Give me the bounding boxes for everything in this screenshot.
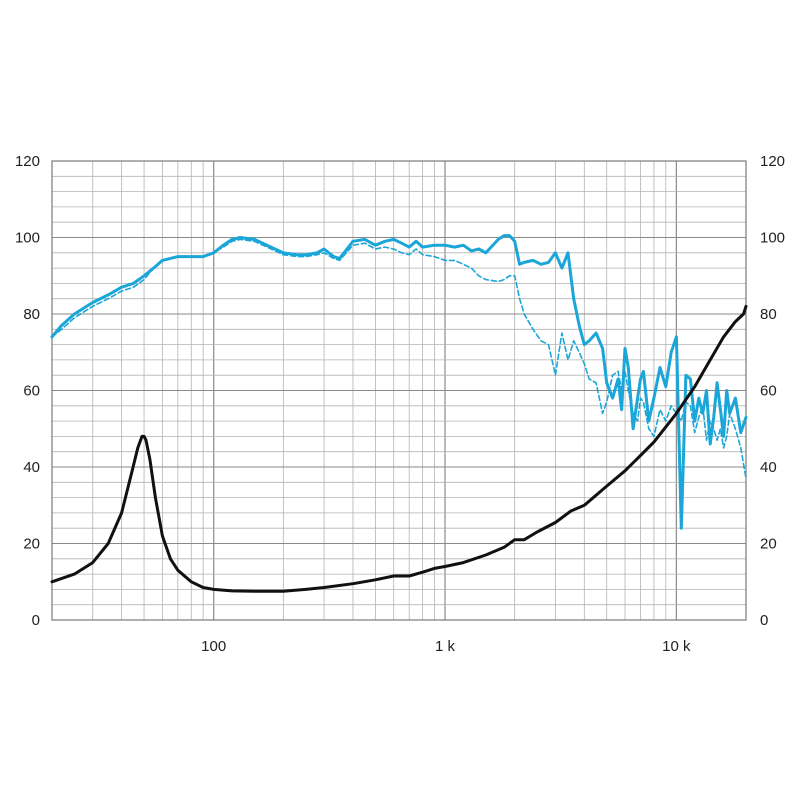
y-tick-label-right: 100	[760, 230, 785, 247]
series-layer	[50, 234, 748, 593]
axes: 0 20 40 60 80 100 120 0 20 40 60 80 100 120 100 1 k 10 k	[15, 153, 785, 655]
grid	[51, 160, 747, 621]
x-tick-label: 100	[201, 638, 226, 655]
series-line-3	[50, 304, 748, 593]
series-line-2	[51, 238, 747, 480]
y-tick-label-right: 60	[760, 383, 777, 400]
y-tick-label-right: 80	[760, 306, 777, 323]
y-tick-label-right: 0	[760, 612, 768, 629]
y-tick-label-right: 120	[760, 153, 785, 170]
y-tick-label-left: 120	[15, 153, 40, 170]
y-tick-label-left: 20	[23, 536, 40, 553]
y-tick-label-right: 40	[760, 459, 777, 476]
series-line-1	[50, 234, 748, 530]
x-tick-label: 1 k	[435, 638, 456, 655]
y-tick-label-left: 40	[23, 459, 40, 476]
x-tick-label: 10 k	[662, 638, 691, 655]
y-tick-label-left: 0	[32, 612, 40, 629]
y-tick-label-right: 20	[760, 536, 777, 553]
y-tick-label-left: 80	[23, 306, 40, 323]
y-tick-label-left: 100	[15, 230, 40, 247]
plot-frame	[51, 160, 747, 621]
y-tick-label-left: 60	[23, 383, 40, 400]
